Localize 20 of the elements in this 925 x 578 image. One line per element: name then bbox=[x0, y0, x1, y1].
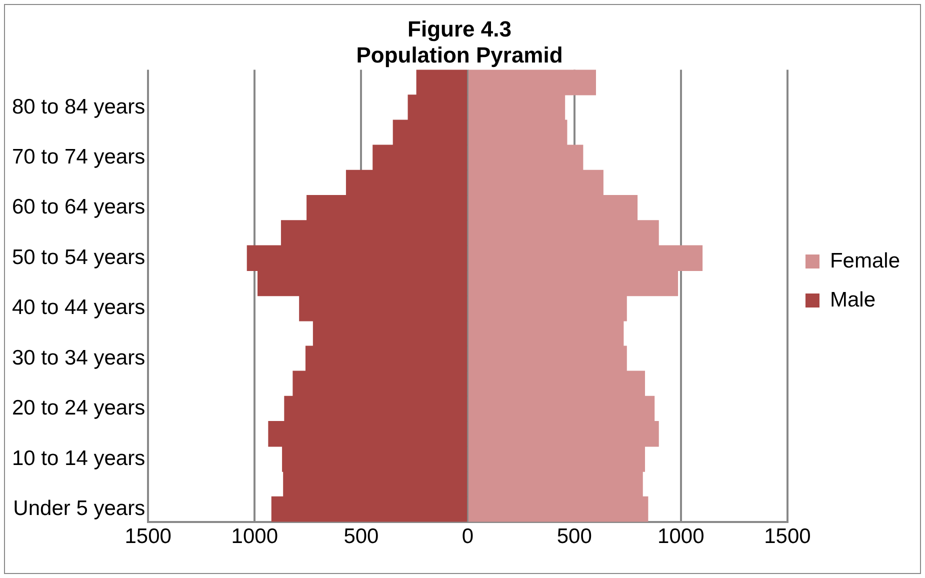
x-tick-label: 1000 bbox=[231, 525, 278, 548]
y-tick-label: 10 to 14 years bbox=[12, 446, 146, 470]
x-tick-label: 0 bbox=[462, 525, 474, 548]
y-tick-label: 80 to 84 years bbox=[12, 95, 146, 118]
y-tick-label: 30 to 34 years bbox=[12, 346, 146, 370]
x-tick-label: 1500 bbox=[124, 525, 172, 548]
y-tick-label: 20 to 24 years bbox=[12, 396, 146, 420]
y-tick-label: 70 to 74 years bbox=[12, 145, 146, 168]
x-tick-label: 1000 bbox=[658, 525, 704, 548]
x-tick-label: 500 bbox=[556, 525, 592, 548]
x-tick-label: 1500 bbox=[764, 525, 811, 548]
y-tick-label: 40 to 44 years bbox=[12, 296, 146, 320]
y-tick-label: 50 to 54 years bbox=[12, 246, 146, 269]
x-tick-label: 500 bbox=[344, 525, 379, 548]
y-tick-label: Under 5 years bbox=[13, 497, 146, 520]
chart-subtitle: Population Pyramid bbox=[356, 42, 563, 68]
chart-title: Figure 4.3 bbox=[408, 16, 512, 42]
legend-label: Female bbox=[830, 249, 900, 272]
y-tick-label: 60 to 64 years bbox=[12, 196, 146, 219]
legend-label: Male bbox=[830, 288, 876, 312]
